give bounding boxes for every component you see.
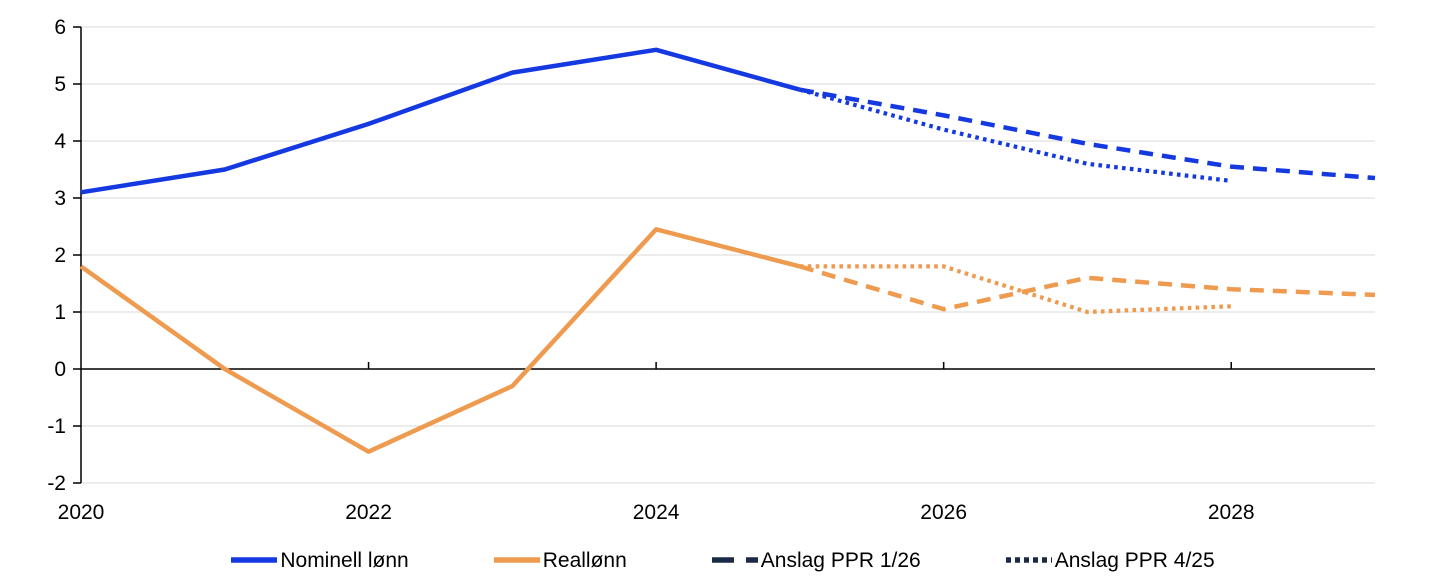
x-tick-labels: 2020 2022 2024 2026 2028 (58, 501, 1255, 524)
y-tick-label: 0 (54, 358, 66, 381)
x-tick-label: 2024 (633, 501, 680, 524)
legend-item-reallonn: Reallønn (493, 550, 627, 571)
series-line (799, 87, 1376, 181)
legend-item-anslag-ppr-4-25: Anslag PPR 4/25 (1005, 550, 1215, 571)
legend-swatch-dashed-navy (711, 555, 759, 565)
legend-swatch-solid-orange (493, 555, 541, 565)
data-series (79, 47, 1376, 454)
series-line (80, 47, 801, 195)
legend-label-nominell-lonn: Nominell lønn (280, 548, 409, 572)
x-tick-label: 2028 (1208, 501, 1255, 524)
legend-swatch-dotted-navy (1005, 555, 1053, 565)
legend-item-anslag-ppr-1-26: Anslag PPR 1/26 (711, 550, 921, 571)
legend-swatch-solid-blue (230, 555, 278, 565)
legend-item-nominell-lonn: Nominell lønn (230, 548, 409, 572)
y-tick-label: 6 (54, 16, 66, 39)
y-tick-labels: 6 5 4 3 2 1 0 -1 -2 (47, 16, 66, 495)
x-tick-label: 2020 (58, 501, 105, 524)
y-tick-label: -1 (47, 415, 66, 438)
series-line (79, 227, 801, 454)
legend-label-anslag-ppr-4-25: Anslag PPR 4/25 (1054, 548, 1215, 572)
y-axis-spine (73, 26, 82, 484)
y-tick-label: 2 (54, 244, 66, 267)
series-line (799, 87, 1232, 183)
legend-label-anslag-ppr-1-26: Anslag PPR 1/26 (760, 548, 921, 572)
gridlines (81, 26, 1375, 484)
y-tick-label: 4 (54, 130, 66, 153)
y-tick-label: 5 (54, 73, 66, 96)
y-tick-label: -2 (47, 472, 66, 495)
x-axis-zero-line (81, 362, 1375, 370)
chart-legend: Nominell lønn Reallønn Anslag PPR 1/26 A… (0, 540, 1445, 580)
y-tick-label: 1 (54, 301, 66, 324)
legend-label-reallonn: Reallønn (542, 548, 627, 572)
series-line (799, 264, 1232, 315)
y-tick-label: 3 (54, 187, 66, 210)
series-line (799, 264, 1376, 312)
x-tick-label: 2022 (345, 501, 392, 524)
x-tick-label: 2026 (920, 501, 967, 524)
